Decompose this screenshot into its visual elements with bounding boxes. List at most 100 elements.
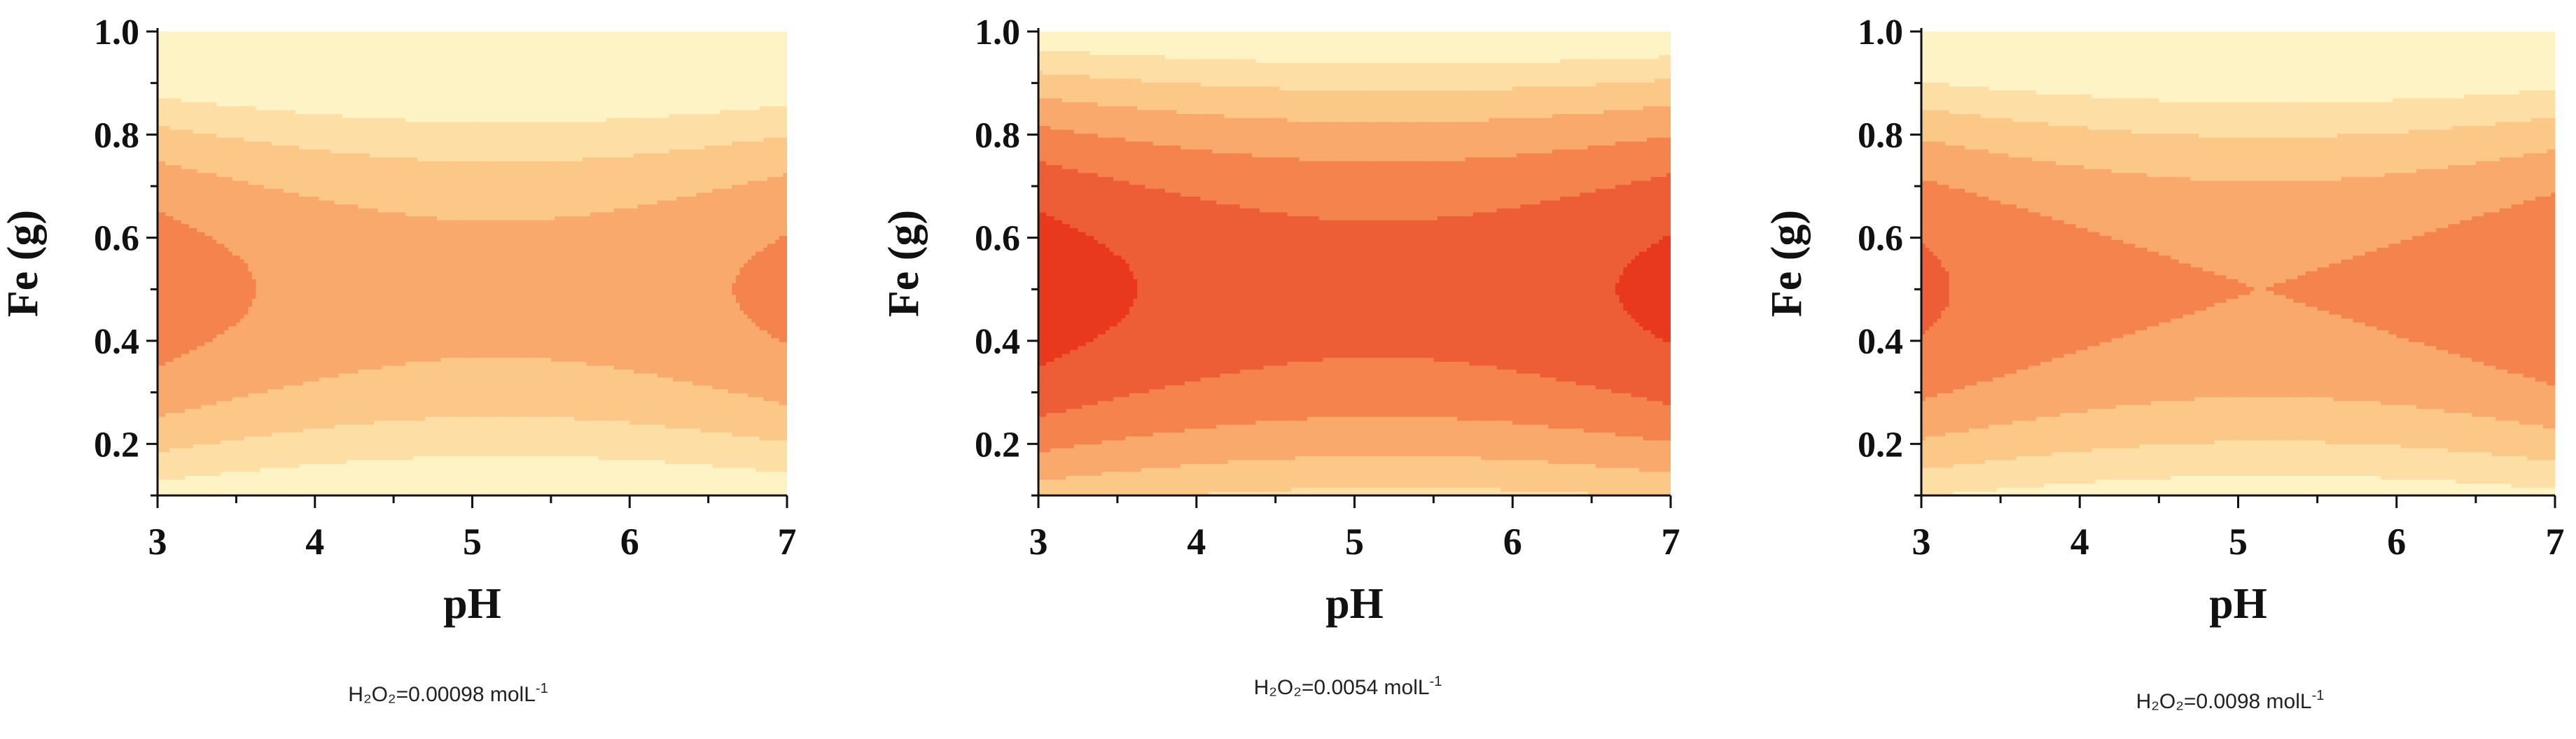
contour-cell bbox=[570, 110, 576, 115]
contour-cell bbox=[645, 51, 650, 56]
contour-cell bbox=[484, 110, 489, 115]
contour-cell bbox=[334, 118, 340, 122]
contour-cell bbox=[338, 125, 343, 131]
contour-cell bbox=[319, 110, 323, 115]
contour-cell bbox=[484, 118, 489, 122]
contour-cell bbox=[188, 141, 194, 146]
contour-cell bbox=[260, 35, 265, 40]
contour-cell bbox=[590, 129, 595, 134]
contour-cell bbox=[185, 55, 190, 59]
contour-cell bbox=[370, 35, 375, 40]
contour-cell bbox=[287, 149, 292, 154]
contour-cell bbox=[480, 145, 485, 150]
contour-cell bbox=[756, 47, 760, 52]
contour-cell bbox=[429, 118, 433, 122]
contour-cell bbox=[377, 149, 382, 154]
contour-cell bbox=[228, 141, 233, 146]
contour-cell bbox=[283, 149, 288, 154]
contour-cell bbox=[629, 113, 634, 119]
contour-cell bbox=[641, 55, 646, 59]
contour-cell bbox=[712, 106, 717, 111]
contour-cell bbox=[664, 35, 670, 40]
contour-cell bbox=[445, 94, 450, 99]
contour-cell bbox=[271, 74, 277, 80]
contour-cell bbox=[251, 90, 257, 95]
contour-cell bbox=[302, 134, 308, 139]
contour-cell bbox=[181, 39, 186, 44]
contour-cell bbox=[547, 113, 552, 119]
contour-cell bbox=[550, 90, 556, 95]
contour-cell bbox=[739, 102, 744, 107]
contour-cell bbox=[735, 118, 741, 122]
contour-cell bbox=[547, 83, 552, 87]
contour-cell bbox=[700, 55, 705, 59]
contour-cell bbox=[425, 83, 430, 87]
contour-cell bbox=[200, 55, 206, 59]
contour-cell bbox=[637, 78, 642, 83]
contour-cell bbox=[460, 113, 465, 119]
contour-cell bbox=[397, 113, 402, 119]
contour-cell bbox=[676, 31, 681, 36]
contour-cell bbox=[716, 110, 721, 115]
contour-cell bbox=[413, 145, 418, 150]
contour-cell bbox=[177, 83, 182, 87]
contour-cell bbox=[523, 74, 528, 80]
contour-cell bbox=[405, 137, 410, 142]
contour-cell bbox=[633, 125, 639, 131]
contour-cell bbox=[487, 94, 493, 99]
contour-cell bbox=[464, 47, 469, 52]
contour-cell bbox=[767, 35, 772, 40]
contour-cell bbox=[251, 149, 257, 154]
contour-cell bbox=[185, 145, 190, 150]
contour-cell bbox=[385, 83, 391, 87]
contour-cell bbox=[716, 145, 721, 150]
contour-cell bbox=[358, 106, 363, 111]
contour-cell bbox=[653, 39, 658, 44]
contour-cell bbox=[684, 122, 690, 127]
contour-cell bbox=[523, 98, 528, 103]
contour-cell bbox=[739, 78, 744, 83]
contour-cell bbox=[389, 59, 394, 64]
contour-cell bbox=[492, 113, 496, 119]
contour-cell bbox=[302, 149, 308, 154]
contour-cell bbox=[385, 110, 391, 115]
contour-cell bbox=[311, 83, 316, 87]
contour-cell bbox=[539, 62, 544, 68]
contour-cell bbox=[511, 66, 516, 71]
contour-cell bbox=[727, 71, 732, 76]
contour-cell bbox=[421, 129, 426, 134]
contour-cell bbox=[767, 71, 772, 76]
contour-cell bbox=[661, 43, 666, 48]
contour-cell bbox=[177, 31, 182, 36]
contour-cell bbox=[487, 86, 493, 91]
contour-cell bbox=[200, 39, 206, 44]
contour-cell bbox=[519, 47, 524, 52]
contour-cell bbox=[543, 35, 548, 40]
contour-cell bbox=[712, 35, 717, 40]
contour-cell bbox=[550, 110, 556, 115]
contour-cell bbox=[739, 31, 744, 36]
contour-cell bbox=[578, 134, 583, 139]
contour-cell bbox=[177, 134, 182, 139]
contour-cell bbox=[342, 39, 347, 44]
contour-cell bbox=[472, 86, 477, 91]
contour-cell bbox=[649, 137, 654, 142]
contour-cell bbox=[220, 129, 225, 134]
contour-cell bbox=[346, 149, 351, 154]
contour-cell bbox=[756, 141, 760, 146]
contour-cell bbox=[409, 51, 414, 56]
contour-cell bbox=[173, 113, 178, 119]
contour-cell bbox=[460, 137, 465, 142]
contour-cell bbox=[197, 110, 202, 115]
contour-cell bbox=[362, 71, 367, 76]
contour-cell bbox=[220, 86, 225, 91]
contour-cell bbox=[417, 31, 422, 36]
contour-cell bbox=[239, 78, 245, 83]
contour-cell bbox=[394, 43, 398, 48]
contour-cell bbox=[209, 62, 214, 68]
contour-cell bbox=[555, 59, 559, 64]
contour-cell bbox=[720, 129, 725, 134]
contour-cell bbox=[562, 59, 567, 64]
contour-cell bbox=[181, 90, 186, 95]
contour-cell bbox=[239, 102, 245, 107]
